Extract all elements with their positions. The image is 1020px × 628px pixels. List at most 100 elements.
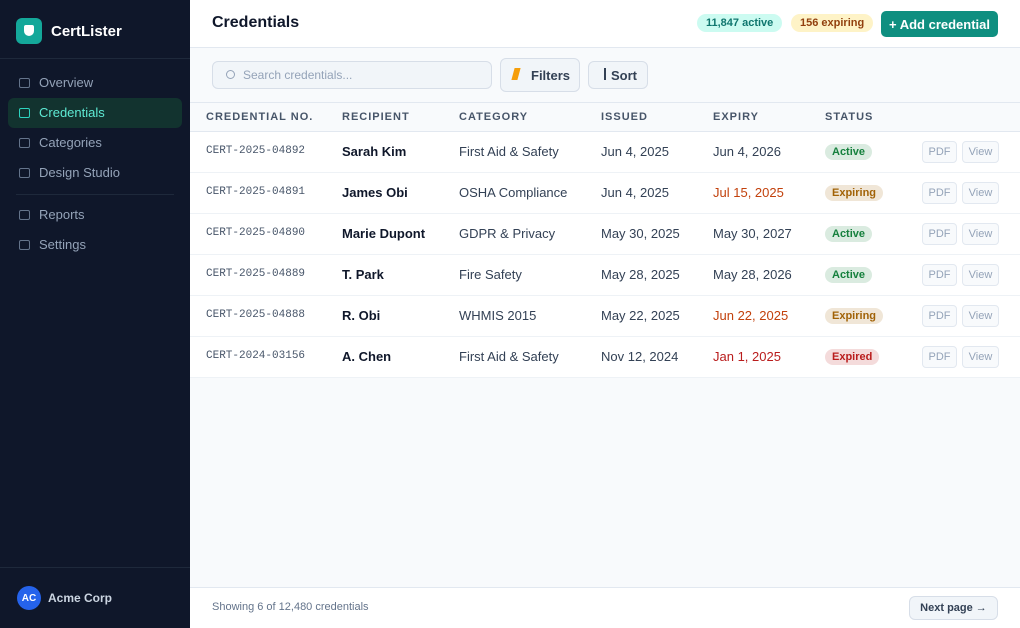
expiry: May 28, 2026 (713, 267, 792, 282)
issued: May 28, 2025 (601, 267, 680, 282)
view-button[interactable]: View (962, 182, 999, 204)
nav-icon (19, 78, 30, 88)
divider (190, 213, 1020, 214)
logo-mark (24, 25, 34, 36)
recipient: R. Obi (342, 308, 381, 323)
nav-label: Categories (39, 135, 102, 150)
credential-no: CERT-2024-03156 (206, 350, 306, 362)
status-badge: Expired (825, 349, 880, 365)
column-header: EXPIRY (713, 111, 759, 123)
status-badge: Active (825, 226, 873, 242)
expiry: Jan 1, 2025 (713, 349, 781, 364)
column-header: CATEGORY (459, 111, 529, 123)
nav-label: Overview (39, 75, 94, 90)
recipient: Marie Dupont (342, 226, 426, 241)
nav-label: Design Studio (39, 165, 120, 180)
view-button[interactable]: View (962, 305, 999, 327)
nav-label: Settings (39, 237, 86, 252)
recipient: A. Chen (342, 349, 392, 364)
next-button[interactable]: Next page → (909, 596, 998, 620)
status-badge: Expiring (825, 185, 884, 201)
user-name: Acme Corp (48, 591, 113, 605)
divider (16, 194, 174, 195)
nav-label: Reports (39, 207, 85, 222)
pdf-button[interactable]: PDF (922, 346, 957, 368)
issued: Jun 4, 2025 (601, 185, 669, 200)
column-header: RECIPIENT (342, 111, 410, 123)
nav-label: Credentials (39, 105, 105, 120)
view-button[interactable]: View (962, 264, 999, 286)
table-row (190, 255, 1020, 296)
category: First Aid & Safety (459, 144, 559, 159)
credential-no: CERT-2025-04888 (206, 309, 306, 321)
issued: May 30, 2025 (601, 226, 680, 241)
category: Fire Safety (459, 267, 522, 282)
issued: Jun 4, 2025 (601, 144, 669, 159)
category: GDPR & Privacy (459, 226, 556, 241)
expiry: May 30, 2027 (713, 226, 792, 241)
credential-no: CERT-2025-04890 (206, 227, 306, 239)
filters-label: Filters (531, 68, 571, 83)
status-badge: Active (825, 267, 873, 283)
expiry: Jun 4, 2026 (713, 144, 781, 159)
divider (190, 172, 1020, 173)
divider (190, 131, 1020, 132)
divider (190, 102, 1020, 103)
table-row (190, 214, 1020, 255)
status-badge: Active (825, 144, 873, 160)
nav-item[interactable] (8, 200, 182, 230)
nav-icon (19, 138, 30, 148)
divider (190, 587, 1020, 588)
expiry: Jul 15, 2025 (713, 185, 784, 200)
table-row (190, 337, 1020, 378)
expiring-badge: 156 expiring (791, 14, 874, 32)
divider (0, 58, 190, 59)
column-header: ISSUED (601, 111, 648, 123)
sidebar: CertLister Overview Credentials Categories D… (0, 0, 190, 628)
nav-item[interactable] (8, 98, 182, 128)
nav-item[interactable] (8, 68, 182, 98)
nav-icon (19, 210, 30, 220)
table-row (190, 132, 1020, 173)
divider (190, 377, 1020, 378)
recipient: T. Park (342, 267, 384, 282)
avatar: AC (17, 586, 41, 610)
recipient: James Obi (342, 185, 408, 200)
view-button[interactable]: View (962, 141, 999, 163)
status-badge: Expiring (825, 308, 884, 324)
expiry: Jun 22, 2025 (713, 308, 789, 323)
pdf-button[interactable]: PDF (922, 182, 957, 204)
nav-icon (19, 168, 30, 178)
pdf-button[interactable]: PDF (922, 141, 957, 163)
credential-no: CERT-2025-04889 (206, 268, 306, 280)
add-button[interactable]: + Add credential (881, 11, 998, 37)
sort-label: Sort (611, 68, 637, 83)
search-icon (226, 70, 235, 79)
divider (0, 567, 190, 568)
main: Credentials 11,847 active 156 expiring + Ad… (190, 0, 1020, 628)
pdf-button[interactable]: PDF (922, 223, 957, 245)
active-badge: 11,847 active (697, 14, 783, 32)
brand: CertLister (51, 23, 122, 40)
page-title: Credentials (212, 14, 300, 31)
footer-summary: Showing 6 of 12,480 credentials (212, 601, 369, 613)
pdf-button[interactable]: PDF (922, 264, 957, 286)
nav-icon (19, 240, 30, 250)
nav-item[interactable] (8, 230, 182, 260)
sort-button[interactable] (588, 61, 648, 89)
issued: Nov 12, 2024 (601, 349, 679, 364)
credential-no: CERT-2025-04891 (206, 186, 306, 198)
footer-bg (190, 588, 1020, 628)
recipient: Sarah Kim (342, 144, 407, 159)
nav-icon (19, 108, 30, 118)
search-box[interactable] (212, 61, 492, 89)
view-button[interactable]: View (962, 223, 999, 245)
category: OSHA Compliance (459, 185, 568, 200)
divider (190, 47, 1020, 48)
view-button[interactable]: View (962, 346, 999, 368)
sort-icon (604, 68, 606, 80)
issued: May 22, 2025 (601, 308, 680, 323)
credential-no: CERT-2025-04892 (206, 145, 306, 157)
pdf-button[interactable]: PDF (922, 305, 957, 327)
